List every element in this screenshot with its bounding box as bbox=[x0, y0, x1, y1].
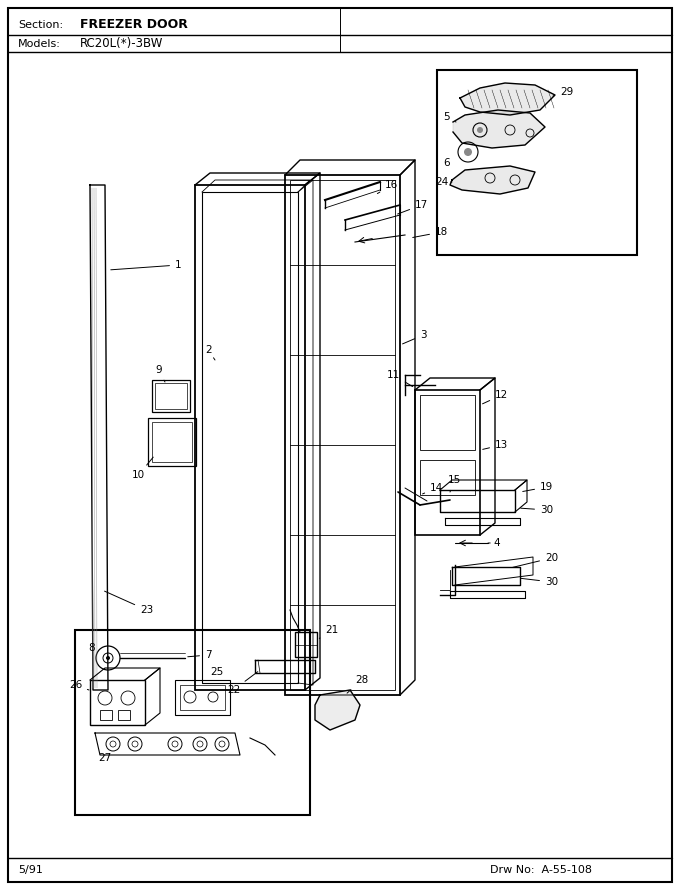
Text: 19: 19 bbox=[523, 482, 554, 492]
Text: 28: 28 bbox=[347, 675, 369, 693]
Bar bbox=[180, 685, 225, 710]
Polygon shape bbox=[450, 166, 535, 194]
Text: 17: 17 bbox=[398, 200, 428, 214]
Bar bbox=[295, 632, 317, 657]
Bar bbox=[415, 390, 480, 535]
Polygon shape bbox=[453, 110, 545, 148]
Text: 6: 6 bbox=[443, 158, 449, 168]
Text: RC20L(*)-3BW: RC20L(*)-3BW bbox=[80, 37, 163, 51]
Polygon shape bbox=[315, 690, 360, 730]
Text: 25: 25 bbox=[210, 667, 223, 677]
Text: 23: 23 bbox=[105, 591, 153, 615]
Text: 7: 7 bbox=[188, 650, 211, 660]
Text: 3: 3 bbox=[403, 330, 426, 344]
Text: 16: 16 bbox=[377, 180, 398, 193]
Text: 11: 11 bbox=[387, 370, 413, 386]
Text: 8: 8 bbox=[88, 643, 95, 653]
Bar bbox=[175, 680, 230, 715]
Bar bbox=[152, 422, 192, 462]
Polygon shape bbox=[460, 83, 555, 115]
Bar bbox=[75, 630, 310, 815]
Text: 10: 10 bbox=[132, 457, 153, 480]
Bar bbox=[202, 192, 298, 683]
Bar bbox=[90, 680, 145, 725]
Text: 15: 15 bbox=[448, 475, 461, 492]
Text: 9: 9 bbox=[155, 365, 165, 382]
Text: 14: 14 bbox=[422, 483, 443, 494]
Text: 26: 26 bbox=[69, 680, 89, 690]
Bar bbox=[118, 710, 130, 720]
Text: 2: 2 bbox=[205, 345, 215, 360]
Bar bbox=[148, 418, 196, 466]
Bar bbox=[100, 710, 112, 720]
Circle shape bbox=[106, 656, 110, 660]
Text: Models:: Models: bbox=[18, 39, 61, 49]
Text: 5/91: 5/91 bbox=[18, 865, 43, 875]
Text: 4: 4 bbox=[488, 538, 500, 548]
Bar bbox=[155, 383, 187, 409]
Circle shape bbox=[477, 127, 483, 133]
Text: 30: 30 bbox=[521, 505, 553, 515]
Text: Drw No:  A-55-108: Drw No: A-55-108 bbox=[490, 865, 592, 875]
Bar bbox=[420, 460, 475, 495]
Text: 27: 27 bbox=[98, 753, 112, 763]
Text: 22: 22 bbox=[226, 672, 258, 695]
Bar bbox=[420, 395, 475, 450]
Text: 5: 5 bbox=[443, 112, 456, 122]
Text: 24: 24 bbox=[435, 177, 452, 187]
Bar bbox=[195, 185, 305, 690]
Bar bbox=[437, 70, 637, 255]
Text: 12: 12 bbox=[483, 390, 508, 404]
Text: 1: 1 bbox=[111, 260, 182, 270]
Text: 29: 29 bbox=[553, 87, 573, 97]
Circle shape bbox=[464, 148, 472, 156]
Bar bbox=[285, 175, 400, 695]
Text: 21: 21 bbox=[320, 625, 338, 638]
Text: 20: 20 bbox=[513, 553, 558, 567]
Text: 18: 18 bbox=[413, 227, 448, 238]
Text: 30: 30 bbox=[521, 577, 558, 587]
Text: 13: 13 bbox=[483, 440, 508, 450]
Bar bbox=[290, 180, 395, 690]
Text: Section:: Section: bbox=[18, 20, 63, 30]
Bar bbox=[152, 380, 190, 412]
Text: FREEZER DOOR: FREEZER DOOR bbox=[80, 19, 188, 31]
